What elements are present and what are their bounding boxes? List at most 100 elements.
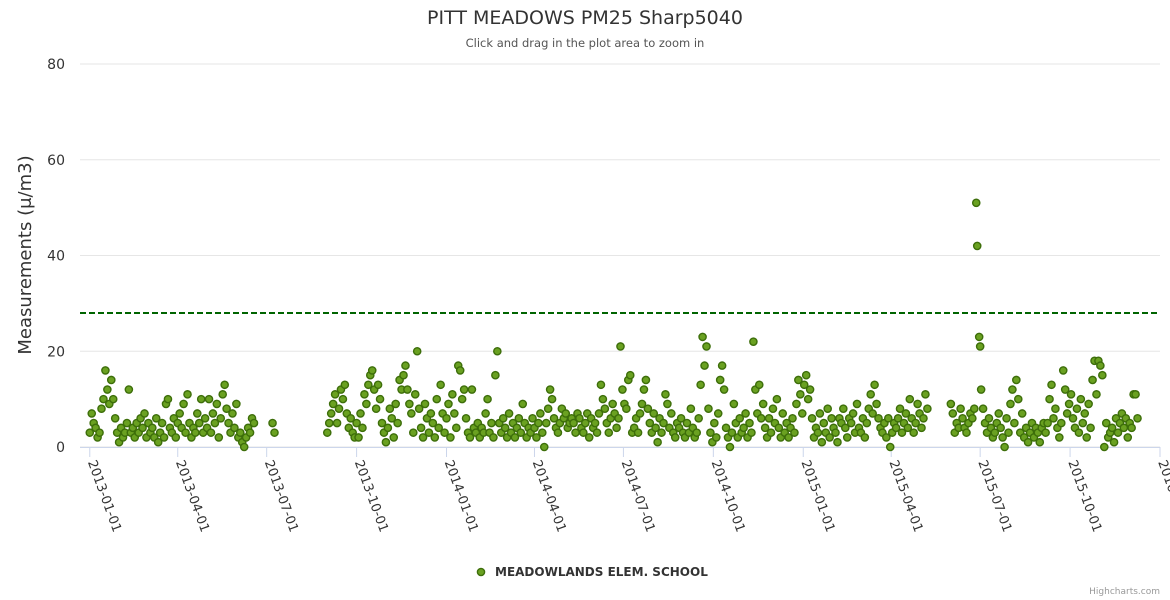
- data-point[interactable]: [224, 418, 233, 428]
- data-point[interactable]: [649, 409, 659, 418]
- data-point[interactable]: [729, 399, 739, 409]
- data-point[interactable]: [897, 428, 907, 437]
- data-point[interactable]: [893, 413, 903, 423]
- data-point[interactable]: [874, 413, 883, 423]
- data-point[interactable]: [1064, 399, 1074, 409]
- data-point[interactable]: [97, 404, 106, 414]
- data-point[interactable]: [196, 394, 206, 404]
- data-point[interactable]: [996, 423, 1005, 433]
- data-point[interactable]: [354, 433, 363, 442]
- data-point[interactable]: [1078, 418, 1088, 428]
- data-point[interactable]: [710, 418, 719, 428]
- data-point[interactable]: [122, 418, 132, 428]
- data-point[interactable]: [416, 423, 426, 433]
- data-point[interactable]: [446, 433, 455, 442]
- data-point[interactable]: [711, 433, 721, 442]
- data-point[interactable]: [232, 399, 241, 409]
- data-point[interactable]: [803, 394, 813, 404]
- data-point[interactable]: [686, 404, 696, 414]
- data-point[interactable]: [754, 380, 764, 390]
- data-point[interactable]: [324, 418, 334, 428]
- data-point[interactable]: [543, 404, 553, 414]
- data-point[interactable]: [1055, 433, 1064, 442]
- data-point[interactable]: [1080, 409, 1090, 418]
- data-point[interactable]: [375, 394, 385, 404]
- data-point[interactable]: [747, 428, 756, 437]
- data-point[interactable]: [1072, 404, 1082, 414]
- data-point[interactable]: [457, 394, 467, 404]
- data-point[interactable]: [792, 399, 801, 409]
- data-point[interactable]: [545, 385, 555, 394]
- data-point[interactable]: [171, 433, 181, 442]
- data-point[interactable]: [101, 366, 110, 375]
- data-point[interactable]: [911, 418, 920, 428]
- data-point[interactable]: [604, 428, 614, 437]
- data-point[interactable]: [659, 418, 668, 428]
- data-point[interactable]: [532, 433, 541, 442]
- data-point[interactable]: [905, 394, 915, 404]
- data-point[interactable]: [1000, 442, 1009, 452]
- data-point[interactable]: [1013, 394, 1023, 404]
- data-point[interactable]: [500, 423, 510, 433]
- data-point[interactable]: [790, 428, 799, 437]
- data-point[interactable]: [410, 390, 420, 399]
- data-point[interactable]: [840, 423, 850, 433]
- data-point[interactable]: [448, 390, 457, 399]
- data-point[interactable]: [1133, 413, 1142, 423]
- data-point[interactable]: [549, 413, 559, 423]
- data-point[interactable]: [825, 433, 834, 442]
- data-point[interactable]: [760, 423, 770, 433]
- data-point[interactable]: [998, 433, 1007, 442]
- data-point[interactable]: [358, 423, 367, 433]
- data-point[interactable]: [635, 409, 645, 418]
- data-point[interactable]: [819, 418, 829, 428]
- data-point[interactable]: [420, 399, 430, 409]
- data-point[interactable]: [362, 399, 371, 409]
- data-point[interactable]: [1068, 413, 1078, 423]
- data-point[interactable]: [326, 409, 336, 418]
- data-point[interactable]: [958, 413, 967, 423]
- data-point[interactable]: [913, 399, 922, 409]
- data-point[interactable]: [860, 433, 870, 442]
- data-point[interactable]: [784, 433, 793, 442]
- data-point[interactable]: [352, 418, 361, 428]
- data-point[interactable]: [901, 409, 911, 418]
- data-point[interactable]: [408, 428, 418, 437]
- data-point[interactable]: [103, 385, 112, 394]
- data-point[interactable]: [581, 418, 590, 428]
- data-point[interactable]: [418, 433, 428, 442]
- data-point[interactable]: [140, 409, 149, 418]
- data-point[interactable]: [921, 390, 930, 399]
- data-point[interactable]: [696, 380, 705, 390]
- data-point[interactable]: [766, 428, 776, 437]
- data-point[interactable]: [670, 433, 680, 442]
- data-point[interactable]: [1109, 437, 1119, 447]
- data-point[interactable]: [432, 394, 442, 404]
- data-point[interactable]: [340, 380, 350, 390]
- data-point[interactable]: [643, 404, 653, 414]
- data-point[interactable]: [827, 413, 836, 423]
- data-point[interactable]: [612, 423, 621, 433]
- data-point[interactable]: [698, 332, 707, 342]
- data-point[interactable]: [815, 409, 825, 418]
- data-point[interactable]: [151, 413, 161, 423]
- data-point[interactable]: [218, 390, 227, 399]
- data-point[interactable]: [692, 428, 702, 437]
- data-point[interactable]: [1074, 428, 1084, 437]
- data-point[interactable]: [725, 442, 735, 452]
- data-point[interactable]: [645, 418, 655, 428]
- data-point[interactable]: [807, 413, 817, 423]
- data-point[interactable]: [461, 413, 471, 423]
- data-point[interactable]: [516, 428, 526, 437]
- data-point[interactable]: [87, 409, 97, 418]
- data-point[interactable]: [424, 428, 434, 437]
- data-point[interactable]: [1096, 361, 1105, 370]
- data-point[interactable]: [194, 418, 204, 428]
- data-point[interactable]: [1012, 375, 1021, 385]
- data-point[interactable]: [946, 399, 956, 409]
- data-point[interactable]: [598, 394, 608, 404]
- data-point[interactable]: [676, 413, 686, 423]
- data-point[interactable]: [758, 399, 768, 409]
- data-point[interactable]: [210, 418, 220, 428]
- data-point[interactable]: [322, 428, 332, 437]
